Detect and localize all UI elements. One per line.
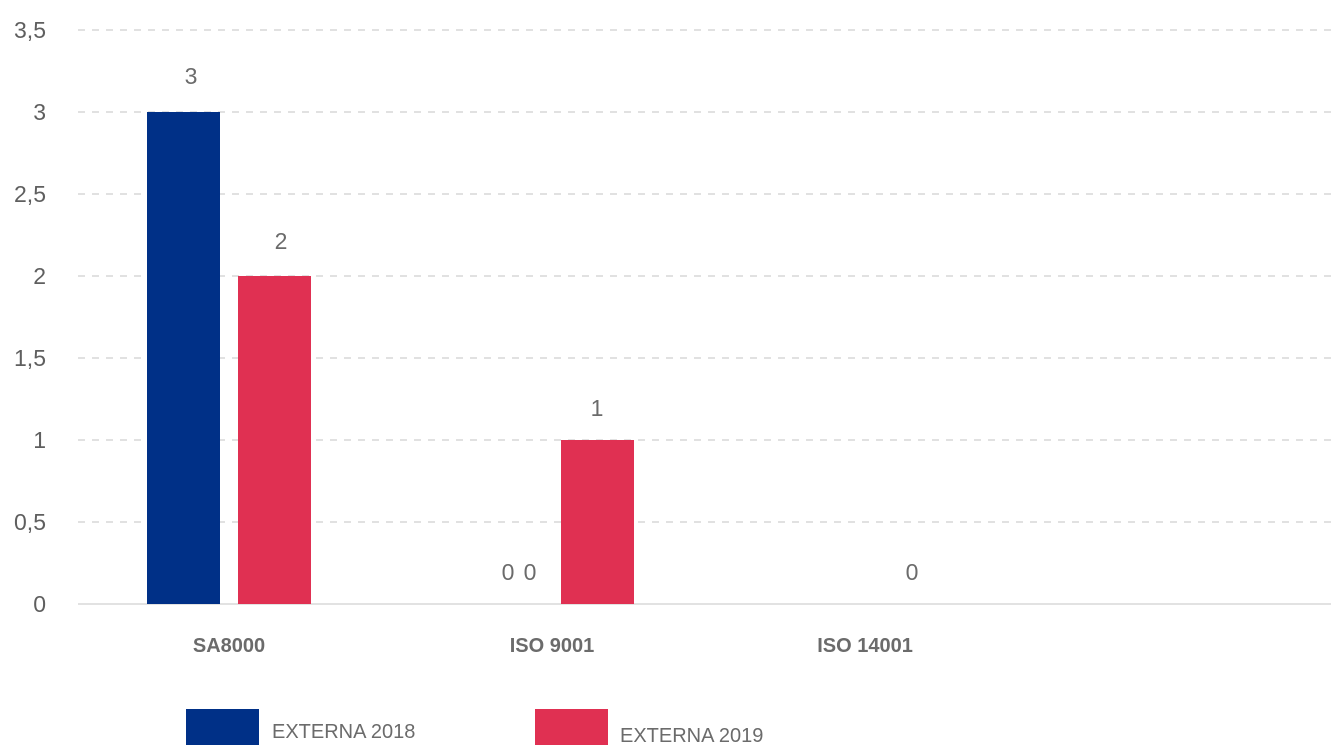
data-label: 0 (524, 559, 537, 585)
data-label: 0 (906, 559, 919, 585)
bar-externa-2019 (561, 440, 634, 604)
bars (147, 112, 634, 604)
y-axis: 0 0,5 1 1,5 2 2,5 3 3,5 (14, 17, 46, 617)
y-tick-label: 0,5 (14, 509, 46, 535)
legend-swatch (535, 709, 608, 745)
legend-label: EXTERNA 2018 (272, 721, 415, 743)
bar-externa-2018 (147, 112, 220, 604)
category-labels: SA8000 ISO 9001 ISO 14001 (193, 635, 913, 657)
y-tick-label: 2 (33, 263, 46, 289)
data-labels: 320 010 (185, 63, 919, 585)
category-label: ISO 14001 (817, 635, 913, 657)
category-label: ISO 9001 (510, 635, 595, 657)
y-tick-label: 1,5 (14, 345, 46, 371)
data-label: 2 (275, 228, 288, 254)
category-label: SA8000 (193, 635, 265, 657)
data-label: 1 (591, 395, 604, 421)
legend: EXTERNA 2018 EXTERNA 2019 (186, 709, 763, 745)
legend-swatch (186, 709, 259, 745)
y-tick-label: 3,5 (14, 17, 46, 43)
data-label: 3 (185, 63, 198, 89)
bar-externa-2019 (238, 276, 311, 604)
y-tick-label: 3 (33, 99, 46, 125)
y-tick-label: 0 (33, 591, 46, 617)
y-tick-label: 2,5 (14, 181, 46, 207)
legend-label: EXTERNA 2019 (620, 725, 763, 745)
data-label: 0 (502, 559, 515, 585)
y-tick-label: 1 (33, 427, 46, 453)
